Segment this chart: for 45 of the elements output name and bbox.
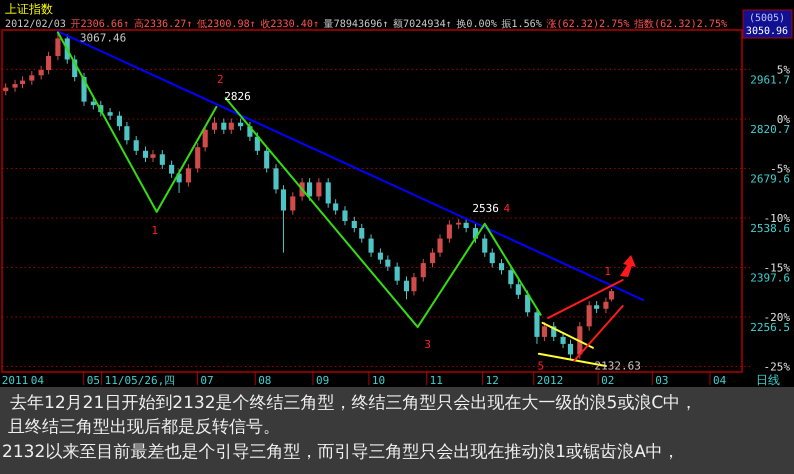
annotation: 指数(62.32)2.75%	[633, 18, 728, 30]
annotation: 换0.00%	[456, 18, 497, 30]
x-tick-label: 08	[258, 374, 272, 387]
text: 去年12月21日开始到2132是个终结三角型，终结三角型只会出现在大一级的浪5或浪C中，	[10, 393, 698, 413]
annotation: 高2336.27↑	[134, 18, 192, 30]
x-tick-label: 04	[30, 374, 44, 387]
annotation: 低2300.98↑	[197, 19, 256, 30]
x-axis-title: 日线	[756, 373, 780, 387]
annotation: 量78943696↑	[324, 19, 388, 30]
x-tick-label: 02	[601, 374, 614, 387]
chart-title: 上证指数	[5, 2, 53, 16]
x-tick-label: 09	[316, 374, 330, 387]
annotation: 3067.46	[80, 31, 126, 44]
annotation: 振1.56%	[501, 18, 542, 30]
x-tick-label: 2012	[536, 374, 564, 387]
x-tick-label: 03	[655, 374, 668, 387]
y-tick-label: 2256.5	[750, 321, 790, 334]
annotation: 2132.63	[594, 360, 641, 373]
annotation: 收2330.40↑	[260, 19, 320, 30]
annotation: 4	[503, 202, 510, 215]
annotation: 涨(62.32)2.75%	[546, 18, 630, 30]
x-tick-label: 05	[86, 374, 100, 387]
annotation: 2	[217, 72, 224, 86]
annotation: 2826	[224, 90, 251, 104]
text: (5005)	[748, 13, 786, 24]
x-tick-label: 04	[713, 374, 727, 387]
text: 2132以来至目前最差也是个引导三角型，而引导三角型只会出现在推动浪1或锯齿浪A中，	[2, 442, 680, 462]
annotation: 2536	[472, 202, 499, 215]
y-tick-label: 2397.6	[750, 272, 790, 285]
x-tick-label: 12	[486, 374, 499, 387]
x-tick-label: 07	[200, 374, 214, 387]
annotation: 1	[151, 224, 158, 237]
annotation: 3	[424, 338, 431, 352]
text: 且终结三角型出现后都是反转信号。	[8, 417, 280, 437]
x-tick-label: 11	[430, 374, 443, 387]
x-tick-label: 2011	[2, 374, 28, 387]
annotation: 5	[538, 360, 544, 373]
annotation: 1	[604, 265, 612, 278]
x-tick-label: 11/05/26,四	[104, 374, 176, 387]
annotation: 2012/02/03	[5, 19, 66, 30]
annotation: 额7024934↑	[393, 18, 452, 30]
annotation: 开2306.66↑	[70, 19, 130, 30]
text: 3050.96	[746, 26, 788, 37]
y2-tick-label: -25%	[764, 360, 790, 374]
x-tick-label: 10	[372, 374, 386, 387]
